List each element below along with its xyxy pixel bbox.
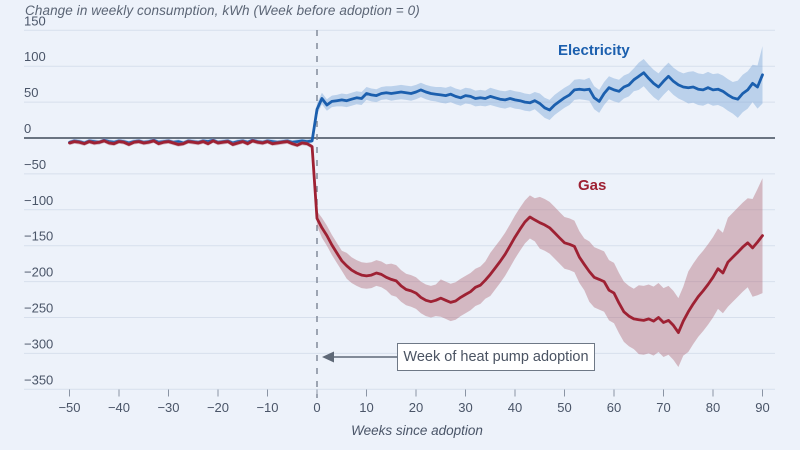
x-tick-label: 90: [755, 400, 769, 415]
series-label-gas: Gas: [578, 177, 607, 194]
y-tick-label: −250: [24, 301, 53, 316]
y-tick-label: −300: [24, 336, 53, 351]
y-tick-label: 50: [24, 85, 38, 100]
x-tick-label: −50: [58, 400, 80, 415]
x-tick-label: 0: [313, 400, 320, 415]
x-tick-label: 20: [409, 400, 423, 415]
x-tick-label: −10: [256, 400, 278, 415]
gas-confidence-band: [69, 138, 763, 367]
x-tick-label: −20: [207, 400, 229, 415]
x-axis-label: Weeks since adoption: [351, 423, 483, 438]
y-tick-label: 100: [24, 49, 46, 64]
y-tick-label: −200: [24, 265, 53, 280]
x-tick-label: −30: [157, 400, 179, 415]
y-tick-label: −50: [24, 157, 46, 172]
x-tick-label: 40: [508, 400, 522, 415]
x-tick-label: 10: [359, 400, 373, 415]
x-tick-label: 50: [557, 400, 571, 415]
chart-title: Change in weekly consumption, kWh (Week …: [25, 3, 420, 18]
series-label-electricity: Electricity: [558, 42, 630, 59]
y-tick-label: 150: [24, 13, 46, 28]
x-tick-label: 70: [656, 400, 670, 415]
x-tick-label: 80: [706, 400, 720, 415]
y-tick-label: −350: [24, 372, 53, 387]
gas-line: [68, 139, 764, 335]
x-tick-label: 30: [458, 400, 472, 415]
annotation-box: Week of heat pump adoption: [397, 343, 595, 371]
x-tick-label: 60: [607, 400, 621, 415]
annotation-arrow-head: [322, 351, 334, 363]
y-tick-label: −100: [24, 193, 53, 208]
electricity-confidence-band: [69, 46, 763, 146]
y-tick-label: −150: [24, 229, 53, 244]
x-tick-label: −40: [108, 400, 130, 415]
y-tick-label: 0: [24, 121, 31, 136]
